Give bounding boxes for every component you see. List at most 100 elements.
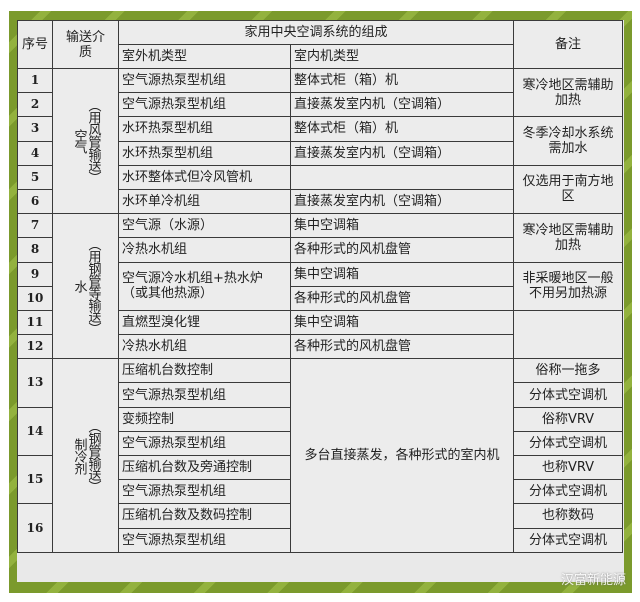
header-row: 序号 输送介质 家用中央空调系统的组成 备注 xyxy=(17,20,624,69)
outdoor-cell: 水环单冷机组 xyxy=(118,188,291,215)
remark-cell: 冬季冷却水系统需加水 xyxy=(513,116,624,166)
outdoor-cell: 水环热泵型机组 xyxy=(118,116,291,142)
seq-cell: 13 xyxy=(17,358,53,408)
table-row: 12 冷热水机组 各种形式的风机盘管 xyxy=(17,334,623,360)
outdoor-cell: 空气源热泵型机组 xyxy=(118,527,291,553)
table-row: 1 （用风管输送） 空气 空气源热泵型机组 整体式柜（箱）机 寒冷地区需辅助加热 xyxy=(17,67,624,215)
indoor-cell: 各种形式的风机盘管 xyxy=(289,334,515,360)
outdoor-cell: 直燃型溴化锂 xyxy=(118,309,291,336)
table-row: 15 压缩机台数及旁通控制 也称VRV xyxy=(17,454,624,505)
remark-cell: 寒冷地区需辅助加热 xyxy=(513,213,624,263)
outdoor-cell: 压缩机台数控制 xyxy=(118,358,291,384)
remark-cell: 也称VRV xyxy=(513,454,624,481)
seq-cell: 15 xyxy=(17,454,53,505)
indoor-cell: 各种形式的风机盘管 xyxy=(289,237,515,263)
seq-cell: 1 xyxy=(17,67,53,94)
seq-cell: 3 xyxy=(17,116,53,142)
remark-cell: 分体式空调机 xyxy=(513,382,624,408)
indoor-cell: 整体式柜（箱）机 xyxy=(289,116,515,142)
seq-cell: 4 xyxy=(17,140,53,166)
indoor-cell: 整体式柜（箱）机 xyxy=(289,67,515,94)
table-row: 空气源热泵型机组 分体式空调机 xyxy=(18,527,624,553)
table-row: 3 水环热泵型机组 整体式柜（箱）机 冬季冷却水系统需加水 xyxy=(17,116,624,166)
table-row: 空气源热泵型机组 分体式空调机 xyxy=(18,430,624,457)
table-row: 6 水环单冷机组 直接蒸发室内机（空调箱） xyxy=(17,188,623,215)
table-row: 16 压缩机台数及数码控制 也称数码 xyxy=(17,503,624,553)
remark-cell: 分体式空调机 xyxy=(513,479,624,505)
outdoor-cell: 空气源（水源） xyxy=(118,213,291,239)
header-medium: 输送介质 xyxy=(52,20,119,69)
outdoor-cell: 冷热水机组 xyxy=(118,334,291,360)
subheader-row: 室外机类型 室内机类型 xyxy=(18,44,623,69)
remark-cell: 也称数码 xyxy=(513,503,624,529)
outdoor-cell: 空气源热泵型机组 xyxy=(118,430,291,457)
header-outdoor: 室外机类型 xyxy=(118,44,291,69)
table-row: 4 水环热泵型机组 直接蒸发室内机（空调箱） xyxy=(17,140,623,166)
seq-cell: 9 xyxy=(17,261,53,287)
medium-sub: （钢管输送） xyxy=(85,419,101,492)
remark-cell: 俗称一拖多 xyxy=(513,358,624,384)
seq-cell: 5 xyxy=(17,164,53,190)
medium-sub: （用钢管等输送） xyxy=(85,238,101,335)
table-row: 9 空气源冷水机组+热水炉（或其他热源） 集中空调箱 非采暖地区一般不用另加热源 xyxy=(17,261,624,311)
outdoor-cell: 水环热泵型机组 xyxy=(118,140,291,166)
outdoor-cell: 空气源热泵型机组 xyxy=(118,479,291,505)
outdoor-cell: 空气源热泵型机组 xyxy=(118,67,291,94)
seq-cell: 2 xyxy=(17,92,53,118)
header-composition: 家用中央空调系统的组成 xyxy=(117,20,515,45)
outdoor-cell: 空气源冷水机组+热水炉（或其他热源） xyxy=(118,261,291,311)
seq-cell: 8 xyxy=(17,237,53,263)
table-container: 序号 输送介质 家用中央空调系统的组成 备注 室外机类型 室内机类型 1 （用风… xyxy=(17,20,624,582)
table-row: 2 空气源热泵型机组 直接蒸发室内机（空调箱） xyxy=(17,92,623,118)
seq-cell: 14 xyxy=(17,406,53,457)
remark-cell: 非采暖地区一般不用另加热源 xyxy=(513,261,624,311)
indoor-cell xyxy=(289,164,515,190)
seq-cell: 16 xyxy=(17,503,53,553)
medium-sub: （用风管输送） xyxy=(85,99,101,184)
green-frame: 序号 输送介质 家用中央空调系统的组成 备注 室外机类型 室内机类型 1 （用风… xyxy=(9,11,632,593)
remark-cell-empty xyxy=(513,309,624,360)
indoor-cell-refrigerant: 多台直接蒸发，各种形式的室内机 xyxy=(289,358,515,553)
outdoor-cell: 压缩机台数及旁通控制 xyxy=(118,454,291,481)
indoor-cell: 直接蒸发室内机（空调箱） xyxy=(289,140,515,166)
watermark: 汉富新能源 xyxy=(560,573,626,588)
table-row: 11 直燃型溴化锂 集中空调箱 xyxy=(17,309,624,360)
outdoor-cell: 空气源热泵型机组 xyxy=(118,92,291,118)
indoor-cell: 集中空调箱 xyxy=(289,261,515,287)
hvac-table: 序号 输送介质 家用中央空调系统的组成 备注 室外机类型 室内机类型 1 （用风… xyxy=(17,20,624,553)
remark-cell: 分体式空调机 xyxy=(513,430,624,457)
indoor-cell: 各种形式的风机盘管 xyxy=(289,285,515,311)
header-seq: 序号 xyxy=(17,20,53,69)
indoor-cell: 集中空调箱 xyxy=(289,213,515,239)
outdoor-cell: 压缩机台数及数码控制 xyxy=(118,503,291,529)
table-row: 14 变频控制 俗称VRV xyxy=(17,406,624,457)
seq-cell: 12 xyxy=(17,334,53,360)
medium-main: 空气 xyxy=(71,129,87,154)
medium-refrigerant: （钢管输送） 制冷剂 xyxy=(52,358,119,553)
header-remark: 备注 xyxy=(513,20,624,69)
outdoor-cell: 冷热水机组 xyxy=(118,237,291,263)
table-row: 13 （钢管输送） 制冷剂 压缩机台数控制 多台直接蒸发，各种形式的室内机 俗称一… xyxy=(17,358,624,553)
indoor-cell: 直接蒸发室内机（空调箱） xyxy=(289,92,515,118)
medium-water: （用钢管等输送）水 xyxy=(52,213,119,360)
medium-main: 制冷剂 xyxy=(71,437,87,474)
seq-cell: 7 xyxy=(17,213,53,239)
outdoor-cell: 变频控制 xyxy=(118,406,291,432)
outdoor-cell: 空气源热泵型机组 xyxy=(118,382,291,408)
seq-cell: 11 xyxy=(17,309,53,336)
table-row: 空气源热泵型机组 分体式空调机 xyxy=(18,382,624,408)
table-row: 7 （用钢管等输送）水 空气源（水源） 集中空调箱 寒冷地区需辅助加热 xyxy=(17,213,624,360)
remark-cell: 寒冷地区需辅助加热 xyxy=(513,67,624,118)
seq-cell: 6 xyxy=(17,188,53,215)
table-row: 10 各种形式的风机盘管 xyxy=(17,285,623,311)
medium-main: 水 xyxy=(71,280,87,293)
remark-cell: 分体式空调机 xyxy=(513,527,624,553)
header-indoor: 室内机类型 xyxy=(289,44,515,69)
seq-cell: 10 xyxy=(17,285,53,311)
outdoor-cell: 水环整体式但冷风管机 xyxy=(118,164,291,190)
remark-cell: 仅选用于南方地区 xyxy=(513,164,624,215)
medium-air: （用风管输送） 空气 xyxy=(52,67,119,215)
indoor-cell: 直接蒸发室内机（空调箱） xyxy=(289,188,515,215)
table-row: 5 水环整体式但冷风管机 仅选用于南方地区 xyxy=(17,164,624,215)
remark-cell: 俗称VRV xyxy=(513,406,624,432)
